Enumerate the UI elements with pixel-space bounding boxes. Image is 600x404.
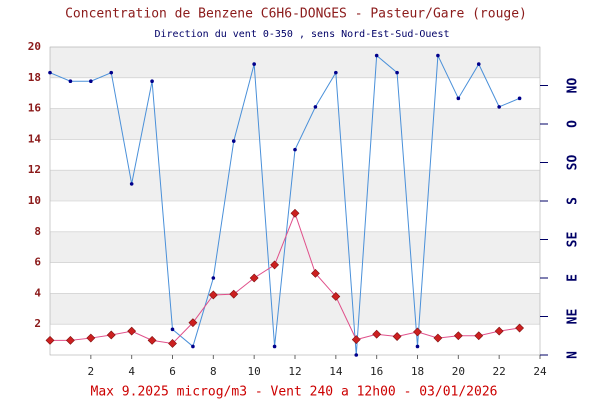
x-tick-label: 18 [411,365,424,378]
y-tick-label: 14 [28,132,42,145]
wind-point [48,70,52,75]
wind-point [354,353,359,357]
x-tick-label: 10 [248,365,261,378]
y2-tick-label: E [566,274,581,282]
x-tick-label: 14 [329,365,343,378]
benzene-point [229,289,239,299]
wind-point [191,344,195,349]
benzene-point [249,273,259,283]
benzene-point [45,335,55,345]
benzene-point [208,290,218,300]
y-tick-label: 16 [28,102,42,115]
benzene-point [65,335,75,345]
wind-point [497,105,501,109]
benzene-point [290,208,300,218]
benzene-point [515,323,525,333]
wind-point [395,70,399,75]
wind-point [517,96,522,101]
y2-tick-label: N [566,351,581,359]
x-tick-label: 8 [210,365,217,378]
wind-point [68,79,73,84]
benzene-point [372,329,382,339]
x-tick-label: 22 [493,365,506,378]
benzene-point [392,332,402,341]
y-tick-label: 2 [34,317,41,330]
wind-point [129,182,134,186]
y2-tick-label: SE [566,232,581,248]
y-tick-label: 10 [28,194,41,207]
x-tick-label: 24 [533,365,547,378]
x-tick-label: 16 [370,365,383,378]
wind-point [456,96,461,101]
benzene-point [474,331,484,341]
x-tick-label: 12 [288,365,301,378]
y-tick-label: 6 [34,256,41,269]
benzene-point [86,333,96,343]
benzene-point [433,333,443,343]
benzene-point [147,335,157,345]
wind-point [476,62,481,66]
wind-point [272,344,277,349]
wind-point [109,70,114,75]
wind-point [374,53,379,58]
benzene-point [413,327,422,337]
benzene-point [351,335,361,345]
chart-subtitle: Direction du vent 0-350 , sens Nord-Est-… [154,29,449,40]
wind-point [89,79,93,84]
wind-point [231,139,236,143]
x-tick-label: 20 [452,365,465,378]
y-tick-label: 8 [34,225,41,238]
wind-point [334,70,338,75]
wind-point [211,276,216,280]
y-tick-label: 20 [28,40,41,53]
benzene-point [331,292,341,301]
wind-point [415,344,420,349]
chart-title: Concentration de Benzene C6H6-DONGES - P… [65,7,527,22]
wind-point [436,53,440,58]
benzene-point [453,331,463,341]
wind-point [313,105,318,109]
y2-tick-label: SO [566,155,581,171]
grid-band [50,47,540,78]
y-tick-label: 4 [34,286,41,299]
benzene-point [494,326,504,336]
wind-point [252,62,256,66]
benzene-point [188,318,198,328]
benzene-point [106,330,116,340]
y2-tick-label: NE [566,309,581,325]
footer: Max 9.2025 microg/m3 - Vent 240 a 12h00 … [91,385,498,400]
benzene-point [270,260,280,270]
y-tick-label: 12 [28,163,41,176]
y2-tick-label: S [566,197,581,205]
y-tick-label: 18 [28,71,41,84]
grid-band [50,108,540,140]
wind-point [293,147,297,152]
grid-band [50,170,540,201]
wind-point [150,79,154,84]
x-tick-label: 4 [128,365,135,378]
wind-point [170,327,175,332]
x-tick-label: 2 [88,365,95,378]
y2-tick-label: O [566,120,581,128]
benzene-point [127,326,137,336]
grid-band [50,231,540,263]
series-line [49,53,520,356]
grid-band [50,293,540,325]
x-tick-label: 6 [169,365,176,378]
y2-tick-label: NO [566,78,581,94]
benzene-point [168,339,177,348]
benzene-point [310,268,320,278]
